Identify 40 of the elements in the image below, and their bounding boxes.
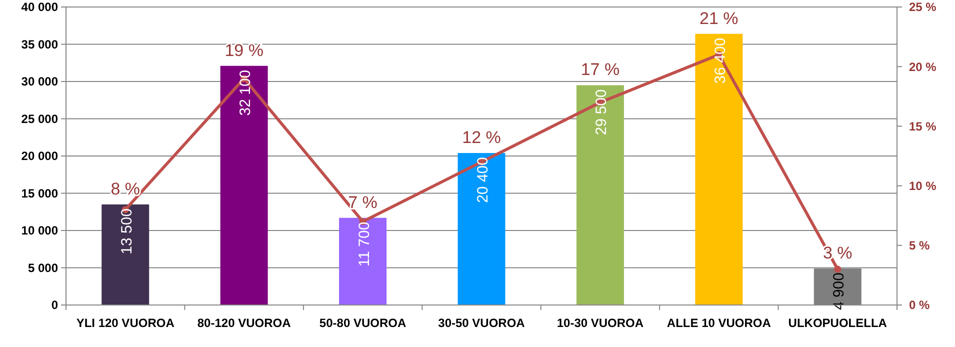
- bar: [458, 153, 506, 305]
- y-tick-label: 35 000: [21, 37, 58, 52]
- data-label: 36 400: [712, 38, 729, 84]
- y-tick-label: 0: [51, 298, 58, 312]
- x-tick-label: YLI 120 VUOROA: [76, 316, 175, 330]
- y2-tick-label: 0 %: [909, 298, 930, 312]
- x-tick-label: 30-50 VUOROA: [438, 316, 526, 330]
- y-tick-label: 20 000: [21, 149, 58, 164]
- x-tick-label: 50-80 VUOROA: [319, 316, 406, 330]
- x-tick-label: 10-30 VUOROA: [556, 316, 644, 330]
- y2-tick-label: 20 %: [909, 60, 937, 74]
- bar: [695, 34, 743, 305]
- y2-tick-label: 5 %: [909, 238, 930, 253]
- point: [834, 266, 842, 273]
- data-label: 21 %: [700, 8, 738, 28]
- y-tick-label: 30 000: [21, 74, 58, 89]
- data-label: 11 700: [356, 222, 373, 267]
- y-tick-label: 10 000: [21, 224, 58, 238]
- y2-tick-label: 25 %: [909, 0, 937, 14]
- data-label: 29 500: [593, 89, 610, 136]
- y-tick-label: 15 000: [21, 186, 58, 200]
- bar: [220, 66, 268, 305]
- y-tick-label: 25 000: [21, 112, 58, 126]
- y-tick-label: 5 000: [28, 260, 58, 275]
- data-label: 17 %: [580, 60, 620, 80]
- y2-tick-label: 15 %: [909, 119, 937, 134]
- data-label: 12 %: [462, 128, 501, 148]
- bar: [576, 85, 624, 305]
- bar: [339, 218, 387, 305]
- data-label: 7 %: [348, 192, 378, 212]
- data-label: 13 500: [118, 208, 136, 254]
- data-label: 32 100: [237, 70, 254, 116]
- y-tick-label: 40 000: [21, 0, 58, 14]
- x-tick-label: ALLE 10 VUOROA: [666, 316, 772, 330]
- data-label: 20 400: [474, 157, 492, 203]
- bar: [102, 204, 150, 305]
- x-tick-label: 80-120 VUOROA: [197, 316, 292, 330]
- y2-tick-label: 10 %: [909, 179, 937, 193]
- x-tick-label: ULKOPUOLELLA: [788, 316, 888, 330]
- data-label: 19 %: [224, 40, 264, 60]
